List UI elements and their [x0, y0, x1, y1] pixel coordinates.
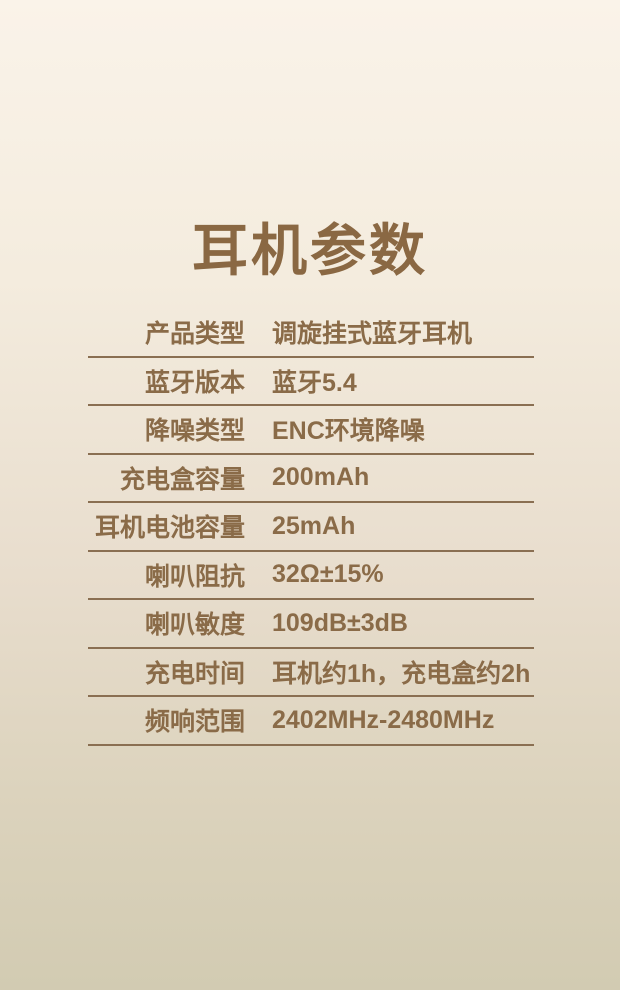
table-row: 喇叭阻抗 32Ω±15%	[88, 552, 534, 600]
spec-label: 充电盒容量	[119, 465, 245, 494]
table-row: 充电盒容量 200mAh	[88, 455, 534, 503]
spec-value: 25mAh	[272, 511, 356, 540]
spec-label: 喇叭阻抗	[144, 562, 245, 591]
page-title: 耳机参数	[192, 219, 428, 282]
table-row: 产品类型 调旋挂式蓝牙耳机	[88, 309, 534, 358]
spec-label: 喇叭敏度	[144, 611, 245, 640]
table-row: 频响范围 2402MHz-2480MHz	[88, 697, 534, 746]
table-row: 耳机电池容量 25mAh	[88, 503, 534, 552]
spec-label: 频响范围	[144, 708, 245, 737]
spec-value: ENC环境降噪	[272, 417, 425, 446]
spec-label: 产品类型	[144, 320, 245, 349]
spec-label: 蓝牙版本	[144, 368, 245, 397]
spec-value: 2402MHz-2480MHz	[272, 705, 495, 734]
spec-value: 109dB±3dB	[272, 608, 408, 637]
spec-value: 200mAh	[272, 463, 370, 492]
spec-value: 32Ω±15%	[272, 560, 384, 589]
table-row: 喇叭敏度 109dB±3dB	[88, 600, 534, 649]
table-row: 充电时间 耳机约1h，充电盒约2h	[88, 649, 534, 697]
spec-value: 耳机约1h，充电盒约2h	[272, 659, 531, 688]
spec-value: 蓝牙5.4	[272, 368, 357, 397]
table-row: 蓝牙版本 蓝牙5.4	[88, 358, 534, 406]
spec-value: 调旋挂式蓝牙耳机	[272, 320, 473, 349]
spec-table: 产品类型 调旋挂式蓝牙耳机 蓝牙版本 蓝牙5.4 降噪类型 ENC环境降噪 充电…	[88, 309, 534, 746]
spec-label: 充电时间	[144, 659, 245, 688]
spec-label: 降噪类型	[144, 417, 245, 446]
spec-label: 耳机电池容量	[94, 514, 245, 543]
table-row: 降噪类型 ENC环境降噪	[88, 406, 534, 455]
